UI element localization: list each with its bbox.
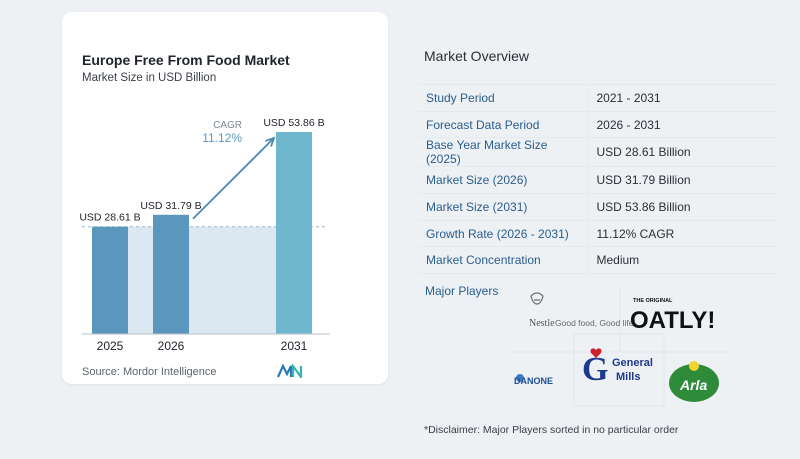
overview-label: Market Size (2031)	[418, 193, 588, 221]
overview-label: Study Period	[418, 84, 588, 112]
overview-value: 2026 - 2031	[587, 111, 776, 139]
overview-value: Medium	[587, 246, 776, 275]
overview-row: Market Size (2026) USD 31.79 Billion	[418, 166, 776, 195]
overview-row: Growth Rate (2026 - 2031) 11.12% CAGR	[418, 220, 776, 248]
bar-value-label: USD 31.79 B	[140, 200, 201, 212]
oatly-top: THE ORIGINAL	[633, 298, 673, 304]
overview-label: Market Size (2026)	[418, 166, 588, 195]
overview-row: Study Period 2021 - 2031	[418, 84, 776, 112]
x-tick-label: 2025	[97, 339, 124, 353]
market-overview-table: Study Period 2021 - 2031 Forecast Data Per…	[418, 84, 776, 275]
chart-subtitle: Market Size in USD Billion	[82, 72, 217, 84]
nestle-brand: Nestle	[529, 318, 555, 329]
arla-wordmark: Arla	[679, 377, 707, 393]
overview-value: 11.12% CAGR	[587, 220, 776, 248]
overview-value: USD 31.79 Billion	[587, 166, 776, 195]
overview-row: Market Concentration Medium	[418, 246, 776, 275]
nestle-tagline: Good food, Good life	[555, 318, 634, 328]
general-mills-line1: General	[612, 357, 653, 369]
cagr-label: CAGR	[213, 120, 242, 131]
overview-label: Forecast Data Period	[418, 111, 588, 139]
cagr-value: 11.12%	[202, 131, 242, 145]
market-overview-title: Market Overview	[424, 48, 530, 64]
base-level-band	[92, 226, 312, 334]
general-mills-logo: G General Mills	[582, 348, 653, 388]
overview-label: Market Concentration	[418, 246, 588, 275]
overview-row: Base Year Market Size (2025) USD 28.61 Bi…	[418, 137, 776, 168]
arla-logo: Arla	[669, 361, 719, 402]
disclaimer: *Disclaimer: Major Players sorted in no …	[424, 424, 679, 436]
chart-title: Europe Free From Food Market	[82, 52, 290, 68]
cagr-arrow	[192, 137, 275, 220]
cagr-arrowhead	[265, 136, 276, 147]
bar-value-label: USD 28.61 B	[79, 212, 140, 224]
x-tick-label: 2026	[158, 339, 185, 353]
overview-value: USD 53.86 Billion	[587, 193, 776, 221]
overview-row: Forecast Data Period 2026 - 2031	[418, 111, 776, 139]
bar-2031	[276, 132, 312, 334]
oatly-logo: THE ORIGINAL OATLY!	[630, 298, 715, 334]
source-note: Source: Mordor Intelligence	[82, 366, 217, 378]
x-tick-label: 2031	[281, 339, 308, 353]
overview-row: Market Size (2031) USD 53.86 Billion	[418, 193, 776, 221]
major-players-title: Major Players	[425, 284, 499, 298]
bar-2026	[153, 214, 189, 334]
overview-label: Growth Rate (2026 - 2031)	[418, 220, 588, 248]
overview-label: Base Year Market Size (2025)	[418, 137, 588, 168]
general-mills-line2: Mills	[616, 371, 640, 383]
overview-value: 2021 - 2031	[587, 84, 776, 112]
danone-wordmark: DANONE	[514, 376, 553, 386]
bar-2025	[92, 226, 128, 334]
oatly-wordmark: OATLY!	[630, 307, 715, 334]
mordor-logo-icon	[277, 364, 303, 378]
danone-logo: DANONE	[514, 374, 553, 386]
bar-value-label: USD 53.86 B	[263, 117, 324, 129]
overview-value: USD 28.61 Billion	[587, 137, 776, 168]
nestle-logo: Nestle Good food, Good life	[529, 292, 634, 329]
